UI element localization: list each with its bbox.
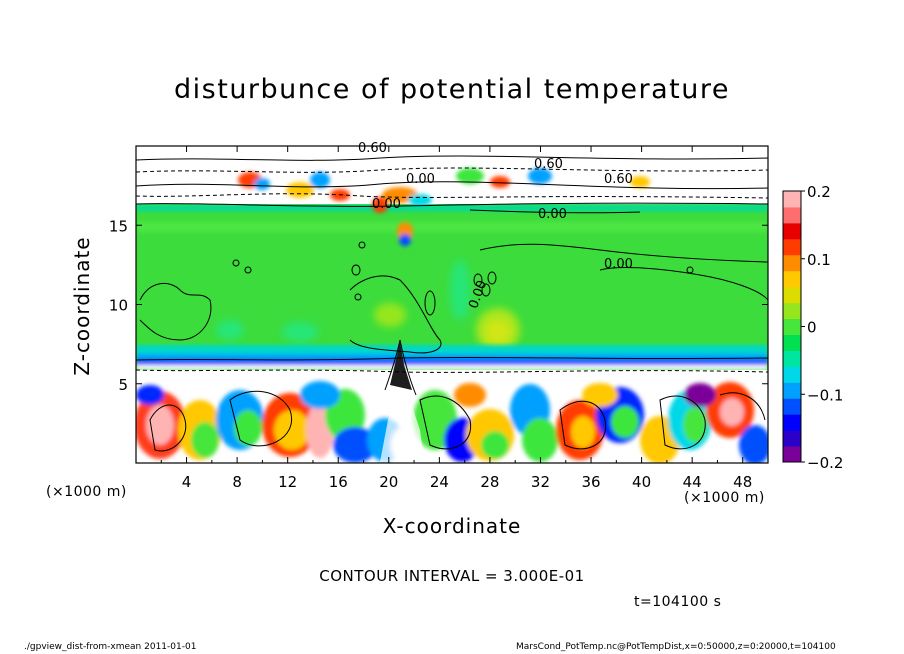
- colorbar-segment: [783, 206, 801, 224]
- colorbar-segment: [783, 270, 801, 288]
- x-axis: 4 8 12 16 20 24 28 32 36 40 44 48: [160, 146, 752, 491]
- colorbar-segment: [783, 238, 801, 256]
- chart-title: disturbunce of potential temperature: [174, 74, 730, 105]
- footer-left: ./gpview_dist-from-xmean 2011-01-01: [24, 642, 197, 652]
- x-tick-label: 40: [632, 473, 651, 491]
- colorbar-segment: [783, 350, 801, 367]
- y-axis: 5 10 15: [109, 217, 768, 394]
- colorbar-segment: [783, 382, 801, 399]
- colorbar-segment: [783, 191, 801, 208]
- footer-right: MarsCond_PotTemp.nc@PotTempDist,x=0:5000…: [516, 642, 836, 652]
- colorbar-tick-label: −0.2: [807, 454, 843, 472]
- y-tick-label: 15: [109, 217, 128, 235]
- contour-lines: [136, 155, 768, 452]
- x-tick-label: 4: [182, 473, 192, 491]
- x-tick-label: 12: [278, 473, 297, 491]
- colorbar-segment: [783, 318, 801, 335]
- contour-label: 0.00: [372, 197, 401, 212]
- contour-label: 0.00: [604, 257, 633, 272]
- y-tick-label: 10: [109, 297, 128, 315]
- x-tick-label: 8: [232, 473, 242, 491]
- colorbar-segment: [783, 398, 801, 415]
- x-tick-label: 28: [480, 473, 499, 491]
- contour-label: 0.00: [406, 172, 435, 187]
- x-tick-label: 16: [329, 473, 348, 491]
- x-axis-label: X-coordinate: [382, 514, 522, 538]
- colorbar-tick-label: −0.1: [807, 386, 843, 404]
- x-unit-label-right: (×1000 m): [684, 490, 765, 506]
- colorbar-segment: [783, 366, 801, 383]
- x-tick-label: 36: [581, 473, 600, 491]
- x-tick-label: 48: [733, 473, 752, 491]
- time-label: t=104100 s: [634, 594, 722, 610]
- colorbar-tick-label: 0: [807, 319, 817, 337]
- contour-label: 0.60: [604, 172, 633, 187]
- colorbar-segment: [783, 446, 801, 463]
- colorbar-segment: [783, 222, 801, 240]
- contour-label: 0.60: [358, 141, 387, 156]
- x-tick-label: 44: [683, 473, 702, 491]
- x-tick-label: 32: [531, 473, 550, 491]
- y-axis-label: Z-coordinate: [70, 236, 94, 376]
- x-tick-label: 20: [379, 473, 398, 491]
- contour-label: 0.60: [534, 157, 563, 172]
- contour-interval: CONTOUR INTERVAL = 3.000E-01: [319, 567, 585, 585]
- colorbar-segment: [783, 414, 801, 431]
- x-unit-label-left: (×1000 m): [46, 484, 127, 500]
- y-tick-label: 5: [118, 376, 128, 394]
- colorbar-tick-label: 0.1: [807, 251, 831, 269]
- contour-value-labels: 0.60 0.60 0.60 0.00 0.00 0.00 0.00 0.00: [358, 141, 633, 311]
- colorbar-tick-label: 0.2: [807, 183, 831, 201]
- colorbar: 0.2 0.1 0 −0.1 −0.2: [782, 183, 843, 472]
- colorbar-segment: [783, 334, 801, 351]
- contour-label: 0.00: [538, 207, 567, 222]
- colorbar-segment: [783, 286, 801, 304]
- x-tick-label: 24: [430, 473, 449, 491]
- heatmap-field: [136, 146, 768, 463]
- colorbar-segment: [783, 430, 801, 447]
- colorbar-segment: [783, 302, 801, 320]
- colorbar-segment: [783, 254, 801, 272]
